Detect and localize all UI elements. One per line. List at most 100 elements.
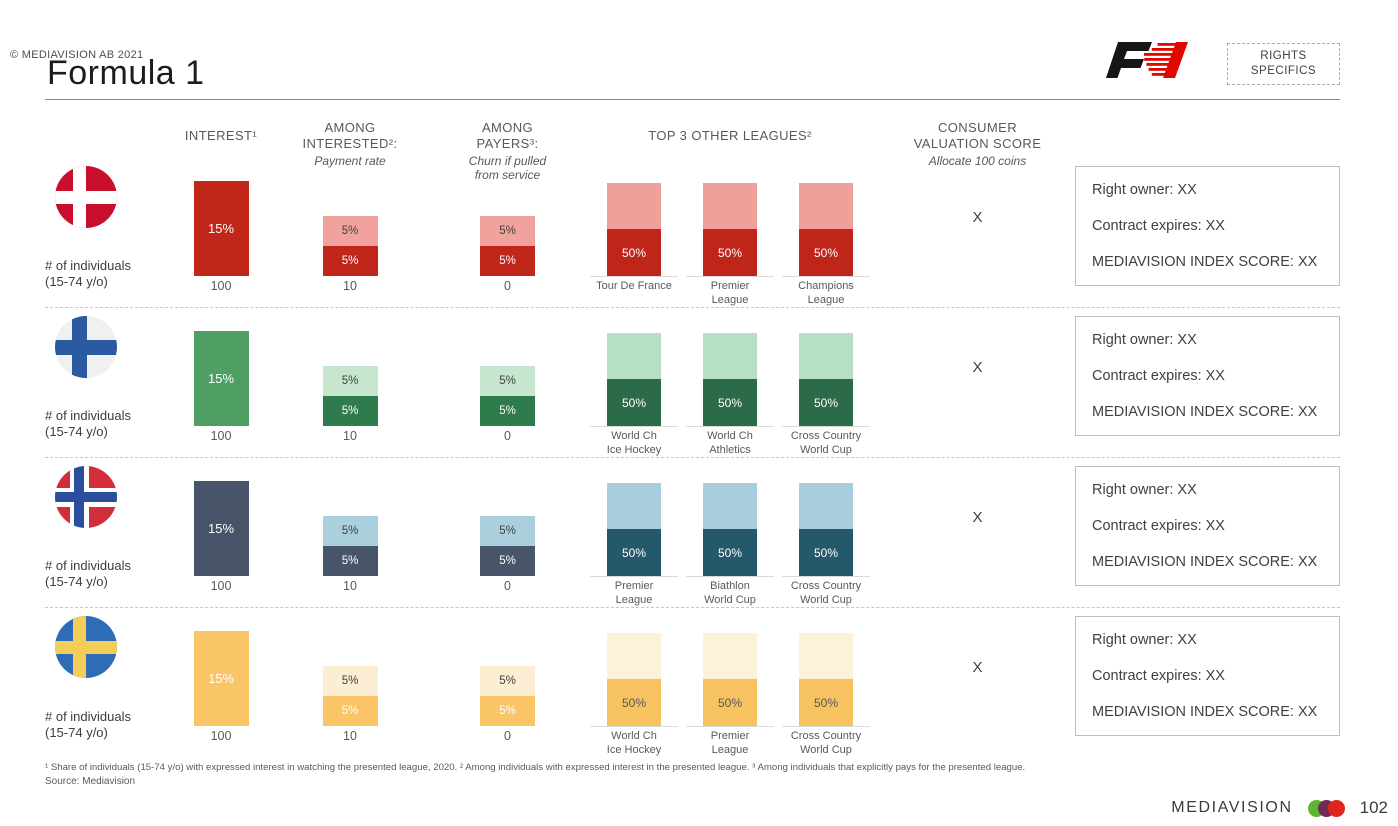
- copyright-text: © MEDIAVISION AB 2021: [10, 49, 144, 61]
- league-column: 50% World Ch Ice Hockey: [590, 608, 678, 758]
- league-column: 50% Premier League: [686, 608, 774, 758]
- league-bottom-segment: 50%: [703, 379, 757, 426]
- payers-bottom-segment: 5%: [480, 696, 535, 726]
- interest-header: INTEREST¹: [184, 128, 258, 143]
- league-bottom-segment: 50%: [799, 679, 853, 726]
- league-name: Cross Country World Cup: [782, 726, 870, 757]
- league-bottom-segment: 50%: [703, 679, 757, 726]
- index-score-line: MEDIAVISION INDEX SCORE: XX: [1092, 254, 1318, 270]
- payers-base-value: 0: [504, 429, 511, 443]
- interest-base-value: 100: [210, 579, 232, 593]
- interested-bottom-segment: 5%: [322, 546, 378, 576]
- audience-label: # of individuals (15-74 y/o): [45, 558, 131, 589]
- league-name: Premier League: [590, 576, 678, 607]
- league-top-segment: [703, 183, 757, 229]
- valuation-subheader: Allocate 100 coins: [928, 154, 1027, 168]
- league-bottom-segment: 50%: [607, 379, 661, 426]
- payers-bottom-segment: 5%: [480, 396, 535, 426]
- league-column: 50% Cross Country World Cup: [782, 608, 870, 758]
- payers-top-segment: 5%: [480, 366, 535, 396]
- interest-chart: 15% 100: [177, 158, 265, 307]
- league-name: Premier League: [686, 276, 774, 307]
- country-row-finland: # of individuals (15-74 y/o) 15% 100 5% …: [45, 308, 1340, 458]
- audience-label: # of individuals (15-74 y/o): [45, 709, 131, 740]
- country-cell: # of individuals (15-74 y/o): [45, 458, 177, 607]
- slide-header: Formula 1 RIGHTS SPECIFICS: [45, 40, 1340, 100]
- payers-chart: 5% 5% 0: [435, 308, 580, 457]
- contract-expires-line: Contract expires: XX: [1092, 518, 1225, 534]
- right-owner-line: Right owner: XX: [1092, 632, 1197, 648]
- index-score-line: MEDIAVISION INDEX SCORE: XX: [1092, 404, 1318, 420]
- league-column: 50% Cross Country World Cup: [782, 308, 870, 457]
- league-bottom-segment: 50%: [703, 229, 757, 276]
- country-row-norway: # of individuals (15-74 y/o) 15% 100 5% …: [45, 458, 1340, 608]
- league-column: 50% Cross Country World Cup: [782, 458, 870, 607]
- league-name: World Ch Ice Hockey: [590, 726, 678, 757]
- league-top-segment: [703, 333, 757, 379]
- interested-header: AMONG INTERESTED²:: [302, 120, 398, 151]
- payers-top-segment: 5%: [480, 216, 535, 246]
- footer-brand: MEDIAVISION 102: [1171, 798, 1388, 818]
- valuation-score-mark: X: [972, 658, 983, 676]
- league-name: Cross Country World Cup: [782, 576, 870, 607]
- payers-chart: 5% 5% 0: [435, 458, 580, 607]
- payers-chart: 5% 5% 0: [435, 608, 580, 758]
- interest-base-value: 100: [210, 429, 232, 443]
- league-bottom-segment: 50%: [799, 529, 853, 576]
- league-bottom-segment: 50%: [799, 379, 853, 426]
- league-bottom-segment: 50%: [799, 229, 853, 276]
- audience-label: # of individuals (15-74 y/o): [45, 408, 131, 439]
- valuation-score-mark: X: [972, 358, 983, 376]
- interested-bottom-segment: 5%: [322, 696, 378, 726]
- league-top-segment: [607, 483, 661, 529]
- league-top-segment: [799, 483, 853, 529]
- source-text: Source: Mediavision: [45, 776, 136, 787]
- league-column: 50% World Ch Athletics: [686, 308, 774, 457]
- league-bottom-segment: 50%: [607, 229, 661, 276]
- mediavision-wordmark: MEDIAVISION: [1171, 799, 1293, 816]
- index-score-line: MEDIAVISION INDEX SCORE: XX: [1092, 704, 1318, 720]
- payers-base-value: 0: [504, 729, 511, 743]
- payers-bottom-segment: 5%: [480, 546, 535, 576]
- norway-flag-icon: [55, 466, 117, 528]
- interest-chart: 15% 100: [177, 308, 265, 457]
- league-bottom-segment: 50%: [607, 679, 661, 726]
- interested-top-segment: 5%: [322, 666, 378, 696]
- top-leagues-chart: 50% Tour De France 50% Premier League 50…: [580, 158, 880, 307]
- league-top-segment: [607, 183, 661, 229]
- interest-bar: 15%: [193, 331, 249, 426]
- top-leagues-chart: 50% World Ch Ice Hockey 50% World Ch Ath…: [580, 308, 880, 457]
- interested-chart: 5% 5% 10: [265, 458, 435, 607]
- denmark-flag-icon: [55, 166, 117, 228]
- interested-chart: 5% 5% 10: [265, 308, 435, 457]
- rights-specifics-button[interactable]: RIGHTS SPECIFICS: [1227, 43, 1340, 85]
- interested-base-value: 10: [343, 429, 357, 443]
- interest-chart: 15% 100: [177, 608, 265, 758]
- contract-expires-line: Contract expires: XX: [1092, 668, 1225, 684]
- interested-chart: 5% 5% 10: [265, 158, 435, 307]
- interested-bottom-segment: 5%: [322, 396, 378, 426]
- league-top-segment: [799, 333, 853, 379]
- country-row-denmark: # of individuals (15-74 y/o) 15% 100 5% …: [45, 158, 1340, 308]
- interest-chart: 15% 100: [177, 458, 265, 607]
- mediavision-logo-icon: [1307, 799, 1345, 817]
- country-cell: # of individuals (15-74 y/o): [45, 308, 177, 457]
- payers-base-value: 0: [504, 579, 511, 593]
- league-top-segment: [607, 633, 661, 679]
- league-top-segment: [799, 183, 853, 229]
- index-score-line: MEDIAVISION INDEX SCORE: XX: [1092, 554, 1318, 570]
- valuation-header: CONSUMER VALUATION SCORE: [913, 120, 1042, 151]
- interest-bar: 15%: [193, 481, 249, 576]
- league-top-segment: [799, 633, 853, 679]
- league-column: 50% Biathlon World Cup: [686, 458, 774, 607]
- audience-label: # of individuals (15-74 y/o): [45, 258, 131, 289]
- slide: Formula 1 RIGHTS SPECIFICS: [0, 40, 1398, 787]
- f1-logo-icon: [1096, 38, 1192, 87]
- interest-bar: 15%: [193, 181, 249, 276]
- rights-info-box: Right owner: XX Contract expires: XX MED…: [1075, 166, 1340, 286]
- league-column: 50% Premier League: [590, 458, 678, 607]
- league-name: Premier League: [686, 726, 774, 757]
- payers-subheader: Churn if pulled from service: [468, 154, 547, 182]
- footnote-text: ¹ Share of individuals (15-74 y/o) with …: [45, 762, 1026, 773]
- page-number: 102: [1359, 798, 1388, 817]
